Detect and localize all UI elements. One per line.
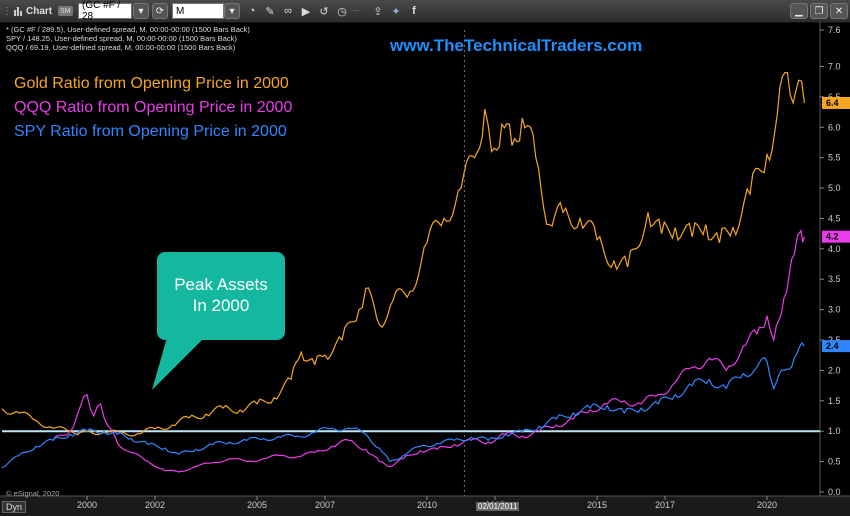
legend-qqq: QQQ Ratio from Opening Price in 2000 — [14, 99, 293, 116]
spread-line-gold: * (GC #F / 289.5), User-defined spread, … — [6, 25, 250, 34]
peak-assets-callout — [157, 252, 285, 340]
share-icon[interactable]: ⇪ — [373, 5, 383, 18]
link-icon[interactable]: ∞ — [284, 5, 292, 17]
gold-last-value-label-box — [822, 96, 850, 109]
legend-gold: Gold Ratio from Opening Price in 2000 — [14, 75, 289, 92]
more-icon[interactable]: ⋯ — [352, 8, 359, 15]
qqq-last-value-label: 4.2 — [826, 232, 839, 242]
spy-last-value-label: 2.4 — [826, 341, 839, 351]
x-tick-label: 2000 — [77, 500, 97, 510]
callout-text-2: In 2000 — [192, 296, 250, 315]
back-icon[interactable]: ↺ — [319, 5, 329, 18]
minimize-icon[interactable]: ▁ — [790, 3, 808, 19]
y-tick-label: 1.0 — [828, 426, 841, 436]
grip-icon[interactable]: ⋮⋮ — [2, 5, 22, 17]
spy-series-line — [1, 341, 805, 469]
clock-icon[interactable]: ◷ — [337, 5, 347, 18]
x-tick-label: 2007 — [315, 500, 335, 510]
x-tick-label: 2005 — [247, 500, 267, 510]
watermark-url: www.TheTechnicalTraders.com — [390, 36, 643, 55]
twitter-icon[interactable]: ✦ — [391, 5, 401, 18]
app-badge: SM — [58, 6, 73, 16]
chart-plot[interactable]: 0.0 0.5 1.0 1.5 2.0 2.5 3.0 3.5 4.0 4.5 5.0 5.5 6.0 6… — [0, 22, 850, 516]
draw-pencil-icon[interactable]: ✎ — [265, 5, 275, 18]
legend-spy: SPY Ratio from Opening Price in 2000 — [14, 123, 287, 140]
x-axis-strip — [0, 496, 850, 516]
y-tick-label: 0.0 — [828, 487, 841, 497]
timer-icon[interactable]: ◔ — [248, 5, 256, 17]
y-tick-label: 6.5 — [828, 92, 841, 102]
app-label: Chart — [26, 5, 53, 17]
y-tick-label: 0.5 — [828, 457, 841, 467]
y-tick-label: 7.0 — [828, 61, 841, 71]
qqq-series-line — [52, 229, 805, 473]
y-tick-label: 2.5 — [828, 335, 841, 345]
x-tick-label: 2015 — [587, 500, 607, 510]
y-tick-label: 5.5 — [828, 153, 841, 163]
y-tick-label: 4.5 — [828, 213, 841, 223]
y-tick-label: 7.6 — [828, 25, 841, 35]
gold-last-value-label: 6.4 — [826, 98, 839, 108]
copyright: © eSignal, 2020 — [6, 489, 60, 498]
dyn-button[interactable]: Dyn — [2, 501, 27, 513]
callout-pointer — [152, 334, 208, 390]
restore-icon[interactable]: ❐ — [810, 3, 828, 19]
chart-app-icon — [13, 3, 23, 19]
gold-series-line — [1, 71, 805, 437]
close-icon[interactable]: ✕ — [830, 3, 848, 19]
y-tick-label: 3.0 — [828, 305, 841, 315]
toolbar: ⋮⋮ Chart SM (GC #F / 28 ▾ ⟳ M ▾ ◔ ✎ ∞ ▶ … — [0, 0, 850, 23]
symbol-input[interactable]: (GC #F / 28 — [78, 0, 132, 22]
x-tick-label: 2020 — [757, 500, 777, 510]
cursor-date-label: 02/01/2011 — [476, 502, 520, 511]
interval-input[interactable]: M — [172, 3, 224, 19]
y-tick-label: 4.0 — [828, 244, 841, 254]
y-tick-label: 3.5 — [828, 274, 841, 284]
y-tick-label: 6.0 — [828, 122, 841, 132]
y-tick-label: 2.0 — [828, 365, 841, 375]
qqq-last-value-label-box — [822, 230, 850, 243]
play-icon[interactable]: ▶ — [301, 5, 311, 18]
spy-last-value-label-box — [822, 340, 850, 353]
callout-text-1: Peak Assets — [174, 275, 268, 294]
x-tick-label: 2010 — [417, 500, 437, 510]
x-tick-label: 2002 — [145, 500, 165, 510]
facebook-icon[interactable]: f — [412, 5, 416, 17]
spread-line-spy: SPY / 148.25, User-defined spread, M, 00… — [6, 34, 237, 43]
interval-dropdown-icon[interactable]: ▾ — [224, 3, 240, 19]
x-tick-label: 2017 — [655, 500, 675, 510]
symbol-dropdown-icon[interactable]: ▾ — [133, 3, 149, 19]
refresh-icon[interactable]: ⟳ — [152, 3, 168, 19]
y-tick-label: 1.5 — [828, 396, 841, 406]
spread-line-qqq: QQQ / 69.19, User-defined spread, M, 00:… — [6, 43, 236, 52]
y-tick-label: 5.0 — [828, 183, 841, 193]
